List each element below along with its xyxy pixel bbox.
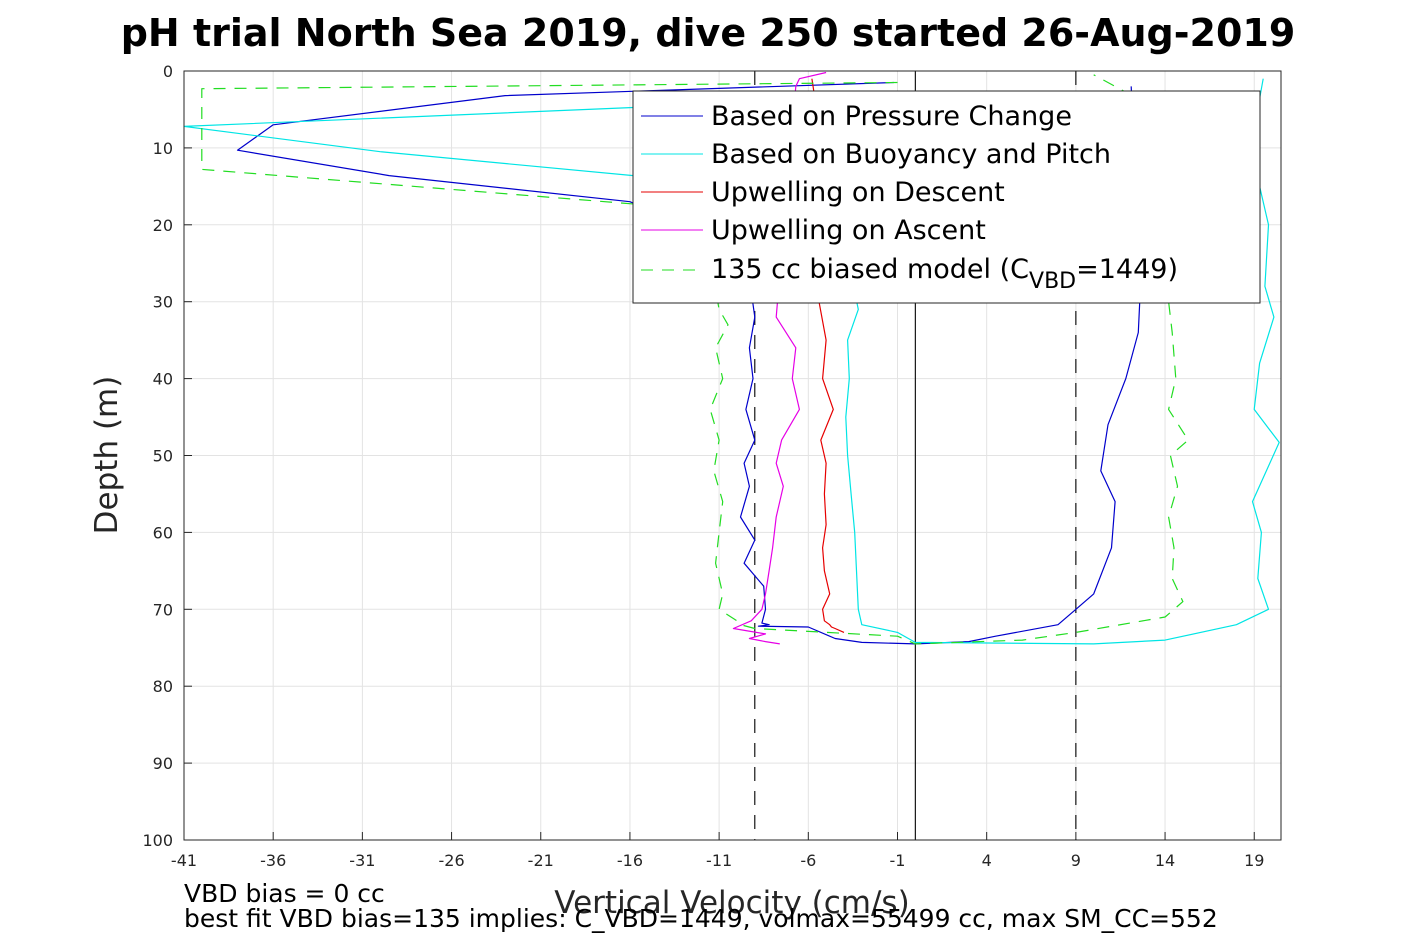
- legend-biased-model-main: 135 cc biased model (C: [711, 254, 1029, 285]
- x-tick-label: -11: [706, 851, 732, 870]
- x-tick-label: 4: [982, 851, 992, 870]
- y-tick-label: 0: [163, 62, 173, 81]
- y-tick-label: 70: [153, 600, 173, 619]
- y-tick-label: 100: [142, 831, 173, 850]
- legend-biased-model-tail: =1449): [1076, 254, 1178, 285]
- y-tick-label: 40: [153, 370, 173, 389]
- x-tick-label: -41: [171, 851, 197, 870]
- series-biased-model: [201, 74, 1189, 645]
- y-tick-label: 50: [153, 447, 173, 466]
- legend-label-pressure-change: Based on Pressure Change: [711, 101, 1072, 132]
- series-upwelling-ascent: [732, 71, 827, 645]
- y-tick-label: 30: [153, 293, 173, 312]
- tick-marks: [183, 70, 1255, 841]
- x-tick-label: 9: [1071, 851, 1081, 870]
- y-tick-label: 80: [153, 677, 173, 696]
- legend-label-biased-model: 135 cc biased model (CVBD=1449): [711, 254, 1178, 294]
- x-tick-label: -6: [800, 851, 816, 870]
- y-tick-labels: 0 10 20 30 40 50 60 70 80 90 100: [142, 62, 173, 850]
- x-tick-label: -16: [617, 851, 643, 870]
- footer-vbd-bias: VBD bias = 0 cc: [184, 879, 385, 908]
- legend-biased-model-subscript: VBD: [1029, 269, 1076, 294]
- legend-label-buoyancy-pitch: Based on Buoyancy and Pitch: [711, 139, 1111, 170]
- x-tick-label: 14: [1155, 851, 1175, 870]
- x-tick-label: 19: [1244, 851, 1264, 870]
- x-tick-label: -26: [438, 851, 464, 870]
- legend-box: [632, 90, 1261, 304]
- y-tick-label: 20: [153, 216, 173, 235]
- footer-best-fit: best fit VBD bias=135 implies: C_VBD=144…: [184, 904, 1218, 933]
- legend-entries: Based on Pressure Change Based on Buoyan…: [641, 101, 1178, 294]
- legend-label-upwelling-descent: Upwelling on Descent: [711, 177, 1005, 208]
- y-tick-label: 90: [153, 754, 173, 773]
- x-axis-label: Vertical Velocity (cm/s): [554, 885, 909, 921]
- legend-label-upwelling-ascent: Upwelling on Ascent: [711, 215, 986, 246]
- y-tick-label: 10: [153, 139, 173, 158]
- y-tick-label: 60: [153, 523, 173, 542]
- x-tick-label: -21: [528, 851, 554, 870]
- y-axis-label: Depth (m): [89, 376, 125, 535]
- x-tick-label: -31: [349, 851, 375, 870]
- chart-title: pH trial North Sea 2019, dive 250 starte…: [121, 11, 1296, 55]
- legend: Based on Pressure Change Based on Buoyan…: [632, 90, 1261, 304]
- x-tick-label: -36: [260, 851, 286, 870]
- x-tick-label: -1: [890, 851, 906, 870]
- x-tick-labels: -41 -36 -31 -26 -21 -16 -11 -6 -1 4 9 14 19: [171, 851, 1264, 870]
